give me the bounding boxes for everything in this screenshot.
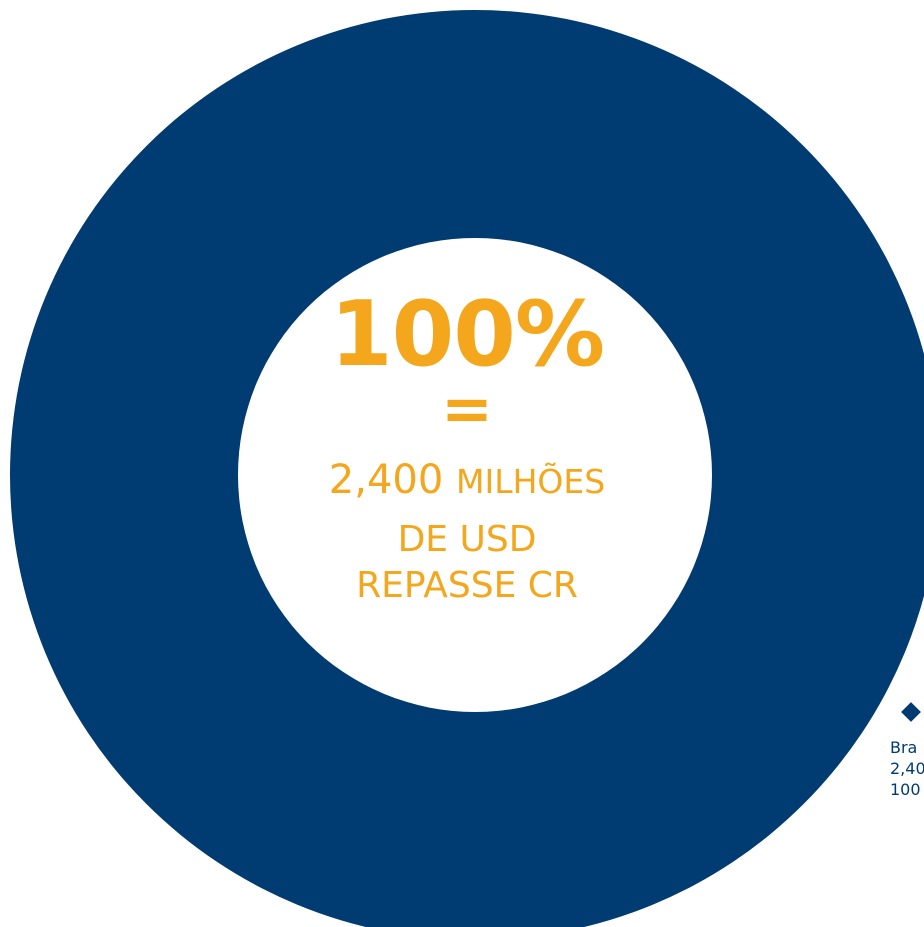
slice-label-percent: 100 [890,780,921,799]
slice-label-value: 2,40 [890,759,924,778]
center-amount-line: 2,400 MILHÕES [232,460,702,500]
center-description-line: REPASSE CR [356,565,578,606]
slice-label-name: Bra [890,738,918,757]
center-equals-sign: = [441,372,493,445]
donut-hole [238,238,712,712]
center-percentage: 100% [329,282,605,387]
center-amount-number: 2,400 [328,457,444,503]
center-currency-line: DE USD [397,519,537,560]
center-amount-unit: MILHÕES [456,462,606,501]
